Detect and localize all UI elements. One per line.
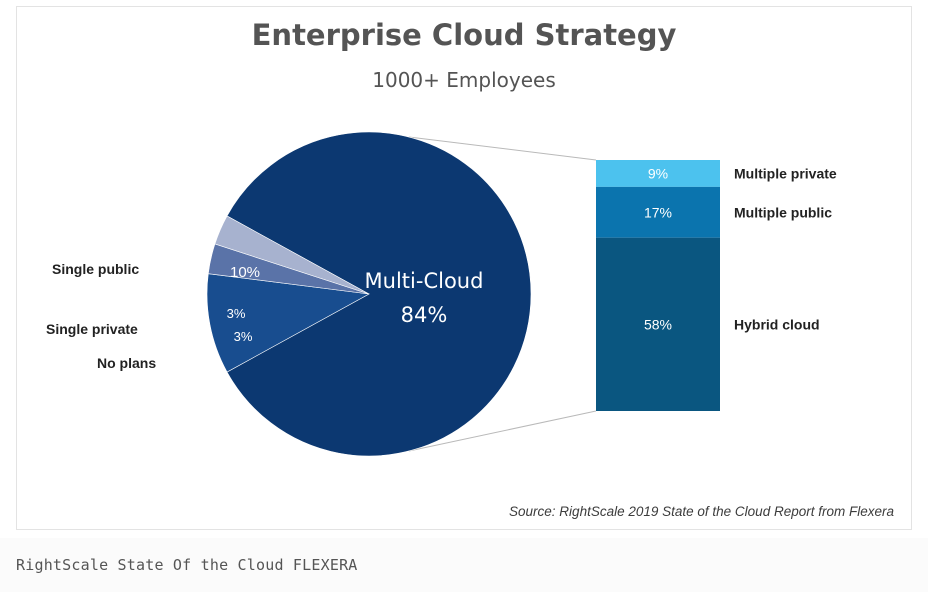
connector-line-bottom: [408, 410, 597, 452]
pie-slice-multi-cloud: [226, 131, 532, 457]
pie-category-single-private: Single private: [46, 321, 138, 337]
pie-category-single-public: Single public: [52, 261, 139, 277]
bar-category-hybrid-cloud: Hybrid cloud: [734, 316, 820, 332]
source-note: Source: RightScale 2019 State of the Clo…: [509, 504, 894, 519]
pie-value-multi-cloud: 84%: [401, 303, 448, 327]
bar-value-multiple-public: 17%: [644, 204, 672, 220]
bar-category-multiple-private: Multiple private: [734, 165, 837, 181]
bar-category-multiple-public: Multiple public: [734, 204, 832, 220]
pie-value-single-public: 10%: [230, 264, 260, 281]
chart-title: Enterprise Cloud Strategy: [251, 18, 677, 52]
bar-segment-hybrid-cloud: [596, 237, 720, 411]
bar-segment-multiple-public: [596, 186, 720, 238]
connector-lines: [408, 136, 597, 452]
pie-value-no-plans: 3%: [234, 329, 253, 344]
pie-category-no-plans: No plans: [97, 355, 156, 371]
bar-segment-multiple-private: [596, 160, 720, 187]
image-caption: RightScale State Of the Cloud FLEXERA: [16, 556, 358, 574]
pie-slice-single-public: [206, 273, 370, 373]
caption-bar: [0, 538, 928, 592]
pie-slice-no-plans: [214, 215, 370, 295]
bar-value-hybrid-cloud: 58%: [644, 316, 672, 332]
bar-value-multiple-private: 9%: [648, 165, 668, 181]
pie: [206, 131, 532, 457]
pie-value-single-private: 3%: [227, 306, 246, 321]
chart-labels: Multi-Cloud 84% 10% 3% 3% Single public Single…: [46, 165, 837, 371]
connector-line-top: [408, 136, 597, 161]
pie-label-multi-cloud: Multi-Cloud: [365, 269, 484, 293]
chart-subtitle: 1000+ Employees: [372, 68, 556, 92]
stacked-bar: [596, 160, 720, 411]
